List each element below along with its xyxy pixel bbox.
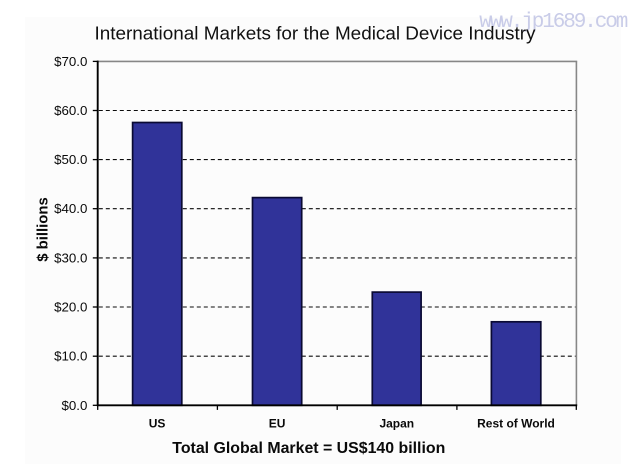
svg-text:$ billions: $ billions (36, 197, 52, 262)
svg-text:$0.0: $0.0 (62, 398, 88, 413)
svg-text:US: US (149, 417, 166, 431)
svg-text:International Markets for the: International Markets for the Medical De… (95, 24, 537, 45)
svg-text:$40.0: $40.0 (54, 201, 87, 216)
svg-text:$70.0: $70.0 (54, 54, 87, 69)
svg-text:$30.0: $30.0 (54, 250, 87, 265)
svg-text:$20.0: $20.0 (54, 300, 87, 315)
svg-text:Rest of World: Rest of World (477, 417, 555, 431)
svg-text:www.jp1689.com: www.jp1689.com (479, 11, 628, 34)
svg-text:$50.0: $50.0 (54, 152, 87, 167)
svg-text:EU: EU (269, 417, 286, 431)
svg-text:Total Global Market = US$140 b: Total Global Market = US$140 billion (172, 440, 445, 457)
svg-text:$10.0: $10.0 (54, 349, 87, 364)
svg-text:Japan: Japan (379, 417, 414, 431)
svg-text:$60.0: $60.0 (54, 103, 87, 118)
